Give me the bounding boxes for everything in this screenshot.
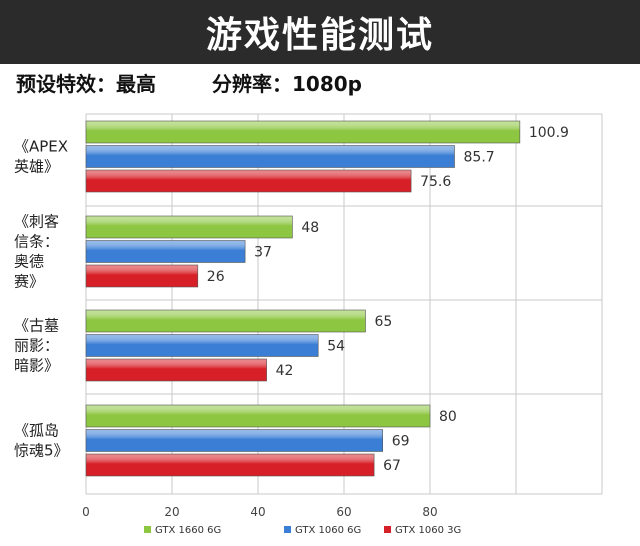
bar-highlight — [85, 215, 293, 239]
value-label: 100.9 — [529, 125, 569, 141]
resolution-label: 分辨率：1080p — [212, 72, 362, 96]
value-label: 75.6 — [420, 174, 451, 190]
category-label: 《刺客 — [14, 213, 59, 231]
bar-highlight — [85, 169, 412, 193]
value-label: 85.7 — [464, 150, 495, 166]
category-label: 奥德 — [14, 253, 44, 271]
bar-highlight — [85, 120, 521, 144]
value-label: 26 — [207, 269, 225, 285]
bar-highlight — [85, 358, 267, 382]
bar-highlight — [85, 240, 246, 263]
legend-label: GTX 1060 3G — [395, 525, 461, 536]
value-label: 42 — [276, 363, 294, 379]
bar-highlight — [85, 309, 366, 333]
x-tick-label: 40 — [250, 505, 265, 519]
legend-label: GTX 1060 6G — [295, 525, 361, 536]
bar-highlight — [85, 334, 319, 357]
bar-highlight — [85, 264, 199, 288]
x-tick-label: 80 — [422, 505, 437, 519]
x-tick-label: 20 — [164, 505, 179, 519]
subtitle-bar: 预设特效：最高 分辨率：1080p — [0, 64, 640, 102]
bar-highlight — [85, 453, 375, 477]
plot-area: 0 20 40 60 80 100.9 85.7 75.6 《APEX 英雄》 48 37 26 《刺客信… — [0, 102, 640, 546]
category-label: 信条： — [14, 233, 59, 251]
category-label: 《古墓 — [14, 317, 59, 335]
category-label: 暗影》 — [14, 357, 59, 375]
value-label: 37 — [254, 245, 272, 261]
category-label: 赛》 — [14, 273, 44, 291]
x-tick-label: 60 — [336, 505, 351, 519]
legend-swatch — [284, 526, 291, 533]
value-label: 69 — [392, 434, 410, 450]
preset-label: 预设特效：最高 — [16, 72, 156, 96]
value-label: 54 — [327, 339, 345, 355]
legend-swatch — [144, 526, 151, 533]
category-label: 《APEX — [14, 138, 68, 156]
category-label: 《孤岛 — [14, 422, 59, 440]
bar-highlight — [85, 404, 431, 428]
value-label: 65 — [375, 314, 393, 330]
value-label: 80 — [439, 409, 457, 425]
bars — [85, 120, 521, 477]
bar-highlight — [85, 429, 384, 452]
category-label: 英雄》 — [14, 158, 59, 176]
x-tick-label: 0 — [82, 505, 90, 519]
value-label: 48 — [301, 220, 319, 236]
bar-highlight — [85, 145, 455, 168]
legend: GTX 1660 6G GTX 1060 6G GTX 1060 3G — [144, 525, 461, 536]
legend-swatch — [384, 526, 391, 533]
value-label: 67 — [383, 458, 401, 474]
category-label: 惊魂5》 — [14, 442, 69, 460]
category-label: 丽影： — [14, 337, 59, 355]
chart-title: 游戏性能测试 — [205, 15, 434, 56]
legend-label: GTX 1660 6G — [155, 525, 221, 536]
bar-chart: 0 20 40 60 80 100.9 85.7 75.6 《APEX 英雄》 48 37 26 《刺客信… — [14, 113, 603, 536]
labels: 0 20 40 60 80 100.9 85.7 75.6 《APEX 英雄》 48 37 26 《刺客信… — [14, 125, 569, 519]
